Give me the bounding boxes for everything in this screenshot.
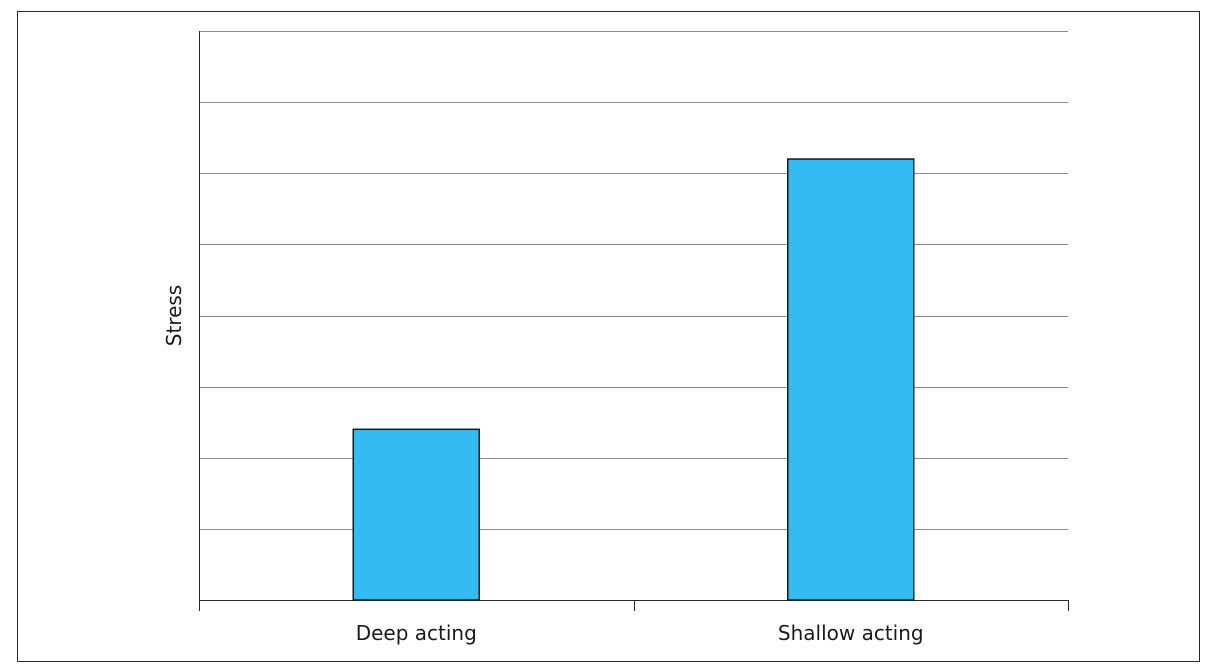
axes <box>199 31 1068 601</box>
bar-deep-acting <box>352 428 480 601</box>
chart-frame <box>17 11 1200 662</box>
bars <box>352 158 915 601</box>
y-axis-title: Stress <box>162 285 186 346</box>
x-tick-label: Deep acting <box>356 621 477 645</box>
x-axis-ticks: Deep acting Shallow acting <box>199 600 1069 645</box>
grid-lines <box>199 31 1068 530</box>
x-tick-label: Shallow acting <box>778 621 924 645</box>
bar-shallow-acting <box>787 158 915 601</box>
